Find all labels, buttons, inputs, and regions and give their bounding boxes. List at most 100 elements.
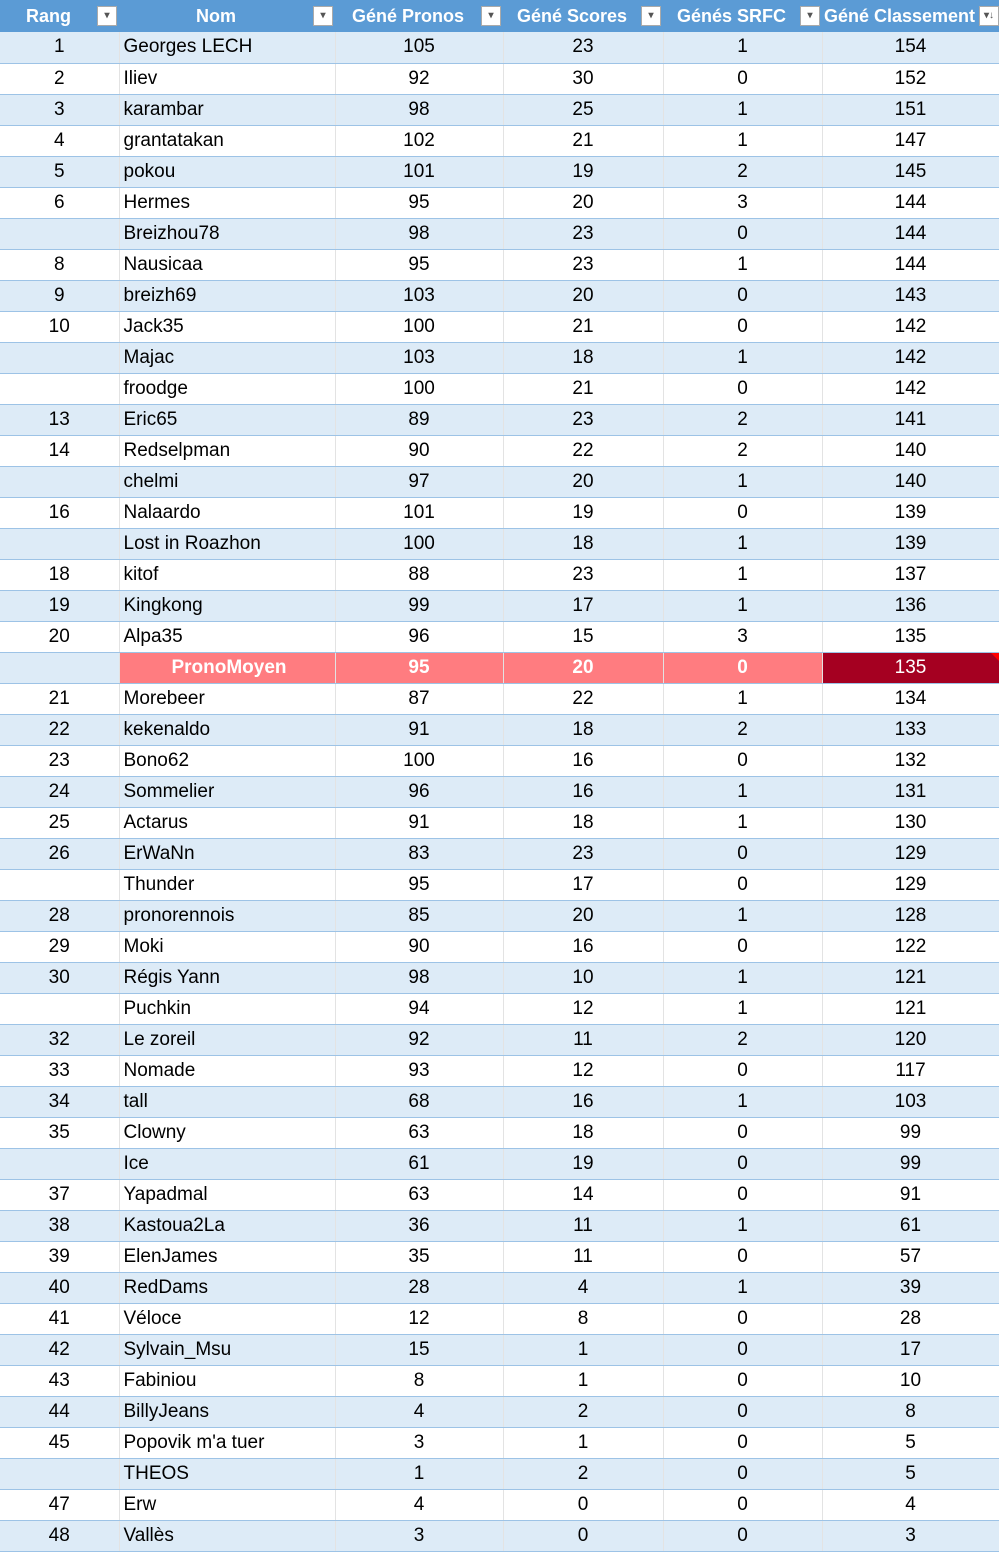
cell-nom[interactable]: ElenJames [119,1241,336,1273]
cell-scores[interactable]: 20 [503,900,664,932]
cell-nom[interactable]: chelmi [119,466,336,498]
cell-rang[interactable]: 34 [0,1086,120,1118]
cell-pronos[interactable]: 63 [335,1117,504,1149]
cell-nom[interactable]: Alpa35 [119,621,336,653]
cell-pronos[interactable]: 100 [335,373,504,405]
cell-nom[interactable]: pronorennois [119,900,336,932]
cell-classement[interactable]: 143 [822,280,999,312]
cell-scores[interactable]: 18 [503,528,664,560]
cell-classement[interactable]: 135 [822,652,999,684]
cell-scores[interactable]: 17 [503,869,664,901]
cell-pronos[interactable]: 103 [335,342,504,374]
cell-rang[interactable]: 37 [0,1179,120,1211]
cell-nom[interactable]: Morebeer [119,683,336,715]
cell-nom[interactable]: Vallès [119,1520,336,1552]
cell-nom[interactable]: RedDams [119,1272,336,1304]
cell-pronos[interactable]: 103 [335,280,504,312]
cell-classement[interactable]: 99 [822,1148,999,1180]
cell-pronos[interactable]: 91 [335,807,504,839]
cell-srfc[interactable]: 0 [663,869,823,901]
cell-scores[interactable]: 23 [503,249,664,281]
cell-classement[interactable]: 120 [822,1024,999,1056]
cell-scores[interactable]: 1 [503,1427,664,1459]
cell-pronos[interactable]: 1 [335,1458,504,1490]
cell-rang[interactable]: 30 [0,962,120,994]
cell-scores[interactable]: 23 [503,559,664,591]
cell-pronos[interactable]: 94 [335,993,504,1025]
cell-scores[interactable]: 18 [503,342,664,374]
cell-srfc[interactable]: 1 [663,249,823,281]
cell-rang[interactable] [0,1458,120,1490]
cell-srfc[interactable]: 0 [663,652,823,684]
cell-rang[interactable]: 28 [0,900,120,932]
cell-srfc[interactable]: 0 [663,1117,823,1149]
cell-nom[interactable]: Erw [119,1489,336,1521]
cell-classement[interactable]: 137 [822,559,999,591]
cell-srfc[interactable]: 1 [663,1210,823,1242]
cell-nom[interactable]: Georges LECH [119,32,336,64]
cell-scores[interactable]: 18 [503,714,664,746]
cell-scores[interactable]: 11 [503,1241,664,1273]
cell-pronos[interactable]: 98 [335,94,504,126]
cell-scores[interactable]: 23 [503,838,664,870]
cell-pronos[interactable]: 96 [335,776,504,808]
cell-scores[interactable]: 12 [503,1055,664,1087]
cell-srfc[interactable]: 1 [663,807,823,839]
cell-scores[interactable]: 2 [503,1396,664,1428]
cell-classement[interactable]: 131 [822,776,999,808]
cell-nom[interactable]: Hermes [119,187,336,219]
cell-srfc[interactable]: 1 [663,125,823,157]
cell-rang[interactable]: 29 [0,931,120,963]
cell-rang[interactable] [0,652,120,684]
cell-pronos[interactable]: 95 [335,249,504,281]
cell-srfc[interactable]: 2 [663,156,823,188]
cell-nom[interactable]: Fabiniou [119,1365,336,1397]
cell-classement[interactable]: 139 [822,497,999,529]
cell-classement[interactable]: 57 [822,1241,999,1273]
cell-scores[interactable]: 21 [503,373,664,405]
cell-nom[interactable]: karambar [119,94,336,126]
filter-dropdown-icon[interactable]: ▾ [800,6,820,26]
cell-srfc[interactable]: 2 [663,404,823,436]
cell-scores[interactable]: 22 [503,683,664,715]
cell-srfc[interactable]: 0 [663,838,823,870]
cell-nom[interactable]: Véloce [119,1303,336,1335]
cell-rang[interactable] [0,528,120,560]
cell-nom[interactable]: Régis Yann [119,962,336,994]
cell-nom[interactable]: Sylvain_Msu [119,1334,336,1366]
cell-pronos[interactable]: 8 [335,1365,504,1397]
cell-scores[interactable]: 11 [503,1024,664,1056]
cell-nom[interactable]: Iliev [119,63,336,95]
cell-pronos[interactable]: 100 [335,528,504,560]
cell-classement[interactable]: 154 [822,32,999,64]
cell-pronos[interactable]: 12 [335,1303,504,1335]
cell-srfc[interactable]: 2 [663,1024,823,1056]
cell-nom[interactable]: Yapadmal [119,1179,336,1211]
cell-srfc[interactable]: 3 [663,187,823,219]
cell-scores[interactable]: 1 [503,1365,664,1397]
cell-srfc[interactable]: 0 [663,1365,823,1397]
cell-scores[interactable]: 14 [503,1179,664,1211]
cell-srfc[interactable]: 0 [663,1334,823,1366]
cell-scores[interactable]: 21 [503,125,664,157]
cell-rang[interactable]: 10 [0,311,120,343]
cell-rang[interactable]: 16 [0,497,120,529]
cell-pronos[interactable]: 101 [335,497,504,529]
cell-rang[interactable]: 13 [0,404,120,436]
cell-nom[interactable]: Moki [119,931,336,963]
cell-pronos[interactable]: 63 [335,1179,504,1211]
cell-scores[interactable]: 16 [503,931,664,963]
cell-nom[interactable]: Le zoreil [119,1024,336,1056]
cell-classement[interactable]: 136 [822,590,999,622]
sort-descending-filter-icon[interactable]: ▾↓ [979,6,999,26]
cell-pronos[interactable]: 15 [335,1334,504,1366]
cell-nom[interactable]: Sommelier [119,776,336,808]
cell-nom[interactable]: Jack35 [119,311,336,343]
cell-classement[interactable]: 144 [822,249,999,281]
cell-srfc[interactable]: 0 [663,1427,823,1459]
cell-classement[interactable]: 28 [822,1303,999,1335]
cell-classement[interactable]: 130 [822,807,999,839]
cell-rang[interactable]: 22 [0,714,120,746]
cell-scores[interactable]: 2 [503,1458,664,1490]
cell-rang[interactable]: 32 [0,1024,120,1056]
